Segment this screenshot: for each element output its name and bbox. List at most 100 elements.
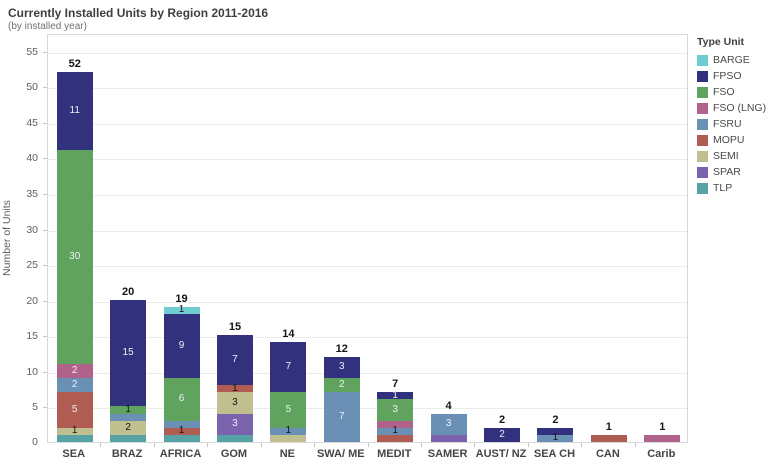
bar-total-label: 2 bbox=[552, 413, 559, 426]
segment-GOM-SPAR[interactable]: 3 bbox=[216, 413, 253, 435]
y-axis-tick-label: 35 bbox=[26, 188, 38, 201]
legend-item-fso[interactable]: FSO bbox=[697, 84, 775, 100]
segment-SAMER-SPAR[interactable] bbox=[430, 434, 467, 442]
segment-SEA-FSO[interactable]: 30 bbox=[56, 150, 93, 364]
category-band: 11 30 2 2 5 1 52 bbox=[48, 35, 101, 442]
bar-SAMER: 3 bbox=[430, 413, 467, 442]
segment-SWA/ ME-FSRU[interactable]: 7 bbox=[323, 392, 360, 442]
gridline bbox=[48, 301, 687, 303]
category-band: 1 9 6 1 19 bbox=[155, 35, 208, 442]
legend-item-label: FSO (LNG) bbox=[713, 102, 767, 114]
segment-Carib-FSO (LNG)[interactable] bbox=[644, 434, 681, 442]
category-band: 3 2 7 12 bbox=[315, 35, 368, 442]
segment-SEA CH-FPSO[interactable] bbox=[537, 427, 574, 435]
legend-swatch-icon bbox=[697, 150, 708, 162]
segment-SEA-FPSO[interactable]: 11 bbox=[56, 72, 93, 151]
segment-GOM-FPSO[interactable]: 7 bbox=[216, 335, 253, 386]
segment-GOM-MOPU[interactable]: 1 bbox=[216, 382, 253, 394]
category-band: 15 1 2 20 bbox=[101, 35, 154, 442]
legend-swatch-icon bbox=[697, 102, 708, 114]
segment-BRAZ-TLP[interactable] bbox=[110, 434, 147, 442]
y-axis-tick-mark bbox=[43, 87, 47, 89]
legend-item-fpso[interactable]: FPSO bbox=[697, 68, 775, 84]
x-axis-tick-mark bbox=[420, 443, 422, 447]
segment-BRAZ-SEMI[interactable]: 2 bbox=[110, 420, 147, 435]
segment-MEDIT-MOPU[interactable] bbox=[377, 434, 414, 442]
bar-total-label: 1 bbox=[605, 420, 612, 433]
segment-SEA-SEMI[interactable]: 1 bbox=[56, 426, 93, 436]
legend-items: BARGE FPSO FSO FSO (LNG) FSRU MOPU SEMI SPAR TLP bbox=[697, 52, 775, 196]
legend-item-barge[interactable]: BARGE bbox=[697, 52, 775, 68]
legend-item-fso-lng-[interactable]: FSO (LNG) bbox=[697, 100, 775, 116]
segment-MEDIT-FPSO[interactable]: 1 bbox=[377, 390, 414, 400]
segment-value-label: 1 bbox=[125, 404, 131, 415]
segment-GOM-TLP[interactable] bbox=[216, 434, 253, 442]
segment-SWA/ ME-FPSO[interactable]: 3 bbox=[323, 356, 360, 378]
segment-BRAZ-FSO[interactable]: 1 bbox=[110, 404, 147, 415]
x-axis-label-SEA CH: SEA CH bbox=[533, 448, 576, 460]
segment-value-label: 7 bbox=[285, 361, 292, 373]
segment-SWA/ ME-FSO[interactable]: 2 bbox=[323, 377, 360, 393]
segment-SAMER-FSRU[interactable]: 3 bbox=[430, 413, 467, 435]
y-axis-tick-label: 30 bbox=[26, 223, 38, 236]
segment-NE-FSO[interactable]: 5 bbox=[270, 392, 307, 428]
segment-NE-FPSO[interactable]: 7 bbox=[270, 342, 307, 393]
y-axis-tick-mark bbox=[43, 371, 47, 373]
segment-value-label: 1 bbox=[392, 425, 398, 437]
segment-AUST/ NZ-FPSO[interactable]: 2 bbox=[484, 427, 521, 442]
segment-MEDIT-FSRU[interactable]: 1 bbox=[377, 425, 414, 437]
y-axis-tick-label: 20 bbox=[26, 294, 38, 307]
legend-item-tlp[interactable]: TLP bbox=[697, 180, 775, 196]
y-axis-tick-label: 15 bbox=[26, 330, 38, 343]
segment-NE-SEMI[interactable] bbox=[270, 434, 307, 442]
category-band: 1 bbox=[636, 35, 689, 442]
gridline bbox=[48, 266, 687, 268]
segment-value-label: 5 bbox=[71, 403, 78, 415]
legend-item-semi[interactable]: SEMI bbox=[697, 148, 775, 164]
segment-value-label: 1 bbox=[232, 382, 238, 394]
x-axis-tick-mark bbox=[207, 443, 209, 447]
bar-SEA: 11 30 2 2 5 1 bbox=[56, 72, 93, 442]
segment-SEA-TLP[interactable] bbox=[56, 434, 93, 442]
segment-AFRICA-MOPU[interactable]: 1 bbox=[163, 426, 200, 436]
bar-total-label: 7 bbox=[392, 378, 399, 391]
bar-total-label: 15 bbox=[228, 321, 242, 334]
y-axis-tick-mark bbox=[43, 229, 47, 231]
segment-value-label: 11 bbox=[69, 105, 80, 117]
segment-SEA-MOPU[interactable]: 5 bbox=[56, 392, 93, 428]
segment-value-label: 2 bbox=[71, 364, 78, 376]
x-axis-tick-mark bbox=[153, 443, 155, 447]
x-axis-label-NE: NE bbox=[279, 448, 295, 460]
segment-AFRICA-TLP[interactable] bbox=[163, 434, 200, 442]
x-axis-tick-mark bbox=[100, 443, 102, 447]
legend-swatch-icon bbox=[697, 166, 708, 178]
x-axis-label-MEDIT: MEDIT bbox=[377, 448, 412, 460]
segment-MEDIT-FSO[interactable]: 3 bbox=[377, 399, 414, 421]
x-axis-tick-mark bbox=[367, 443, 369, 447]
segment-AFRICA-FSO[interactable]: 6 bbox=[163, 377, 200, 421]
segment-BRAZ-FSRU[interactable] bbox=[110, 413, 147, 421]
segment-AFRICA-BARGE[interactable]: 1 bbox=[163, 305, 200, 315]
x-axis-label-BRAZ: BRAZ bbox=[111, 448, 143, 460]
segment-GOM-SEMI[interactable]: 3 bbox=[216, 392, 253, 414]
segment-CAN-MOPU[interactable] bbox=[590, 434, 627, 442]
legend-item-mopu[interactable]: MOPU bbox=[697, 132, 775, 148]
segment-AFRICA-FPSO[interactable]: 9 bbox=[163, 313, 200, 378]
chart-title: Currently Installed Units by Region 2011… bbox=[8, 6, 269, 20]
segment-NE-FSRU[interactable]: 1 bbox=[270, 426, 307, 436]
legend-item-fsru[interactable]: FSRU bbox=[697, 116, 775, 132]
segment-SEA-FSO (LNG)[interactable]: 2 bbox=[56, 363, 93, 378]
x-axis-label-SAMER: SAMER bbox=[427, 448, 468, 460]
segment-value-label: 1 bbox=[552, 432, 559, 444]
segment-SEA-FSRU[interactable]: 2 bbox=[56, 377, 93, 393]
segment-BRAZ-FPSO[interactable]: 15 bbox=[110, 299, 147, 407]
segment-SEA CH-FSRU[interactable]: 1 bbox=[537, 432, 574, 444]
legend-item-spar[interactable]: SPAR bbox=[697, 164, 775, 180]
segment-MEDIT-FSO (LNG)[interactable] bbox=[377, 420, 414, 428]
segment-value-label: 2 bbox=[125, 421, 131, 433]
y-axis-tick-mark bbox=[43, 51, 47, 53]
segment-AFRICA-FSRU[interactable] bbox=[163, 420, 200, 428]
